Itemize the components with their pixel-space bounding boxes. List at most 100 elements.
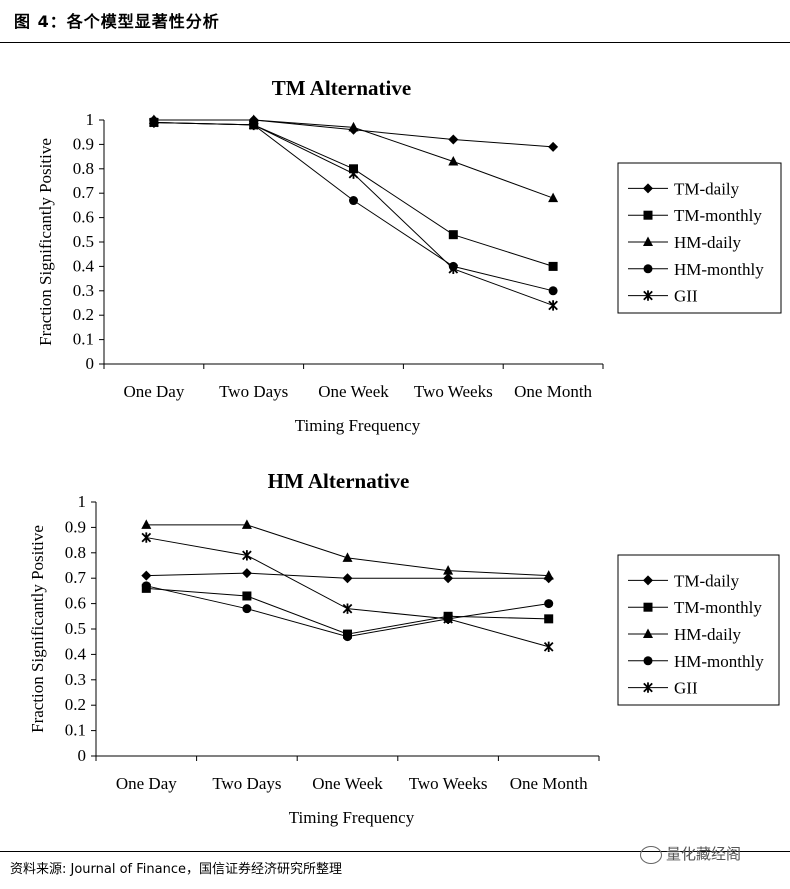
x-tick-label-two-days: Two Days: [212, 774, 281, 793]
data-point-hm-monthly-shape: [544, 599, 554, 609]
legend-label-gii: GII: [674, 287, 698, 306]
data-point-gii-shape: [348, 168, 359, 179]
data-point-hm-monthly: [242, 604, 252, 614]
data-point-gii: [348, 168, 359, 179]
data-point-tm-monthly: [448, 230, 458, 240]
legend-label-tm-daily: TM-daily: [674, 571, 740, 590]
legend-label-tm-daily: TM-daily: [674, 179, 740, 198]
data-point-hm-daily-shape: [241, 519, 252, 529]
legend: TM-daily TM-monthly HM-daily HM-monthly GII: [617, 162, 782, 314]
legend-label-hm-daily: HM-daily: [674, 233, 742, 252]
data-point-hm-monthly: [548, 286, 558, 296]
y-tick-label: 0.3: [73, 281, 94, 300]
tm-alternative-chart: TM Alternative 0 0.1 0.2 0.3 0.4 0.5 0.6 0.7 0.8 0…: [36, 76, 782, 435]
data-point-gii: [141, 532, 152, 543]
data-point-gii-shape: [548, 300, 558, 311]
data-point-gii-shape: [248, 119, 259, 131]
data-point-gii-shape: [543, 641, 554, 652]
data-point-tm-monthly: [242, 591, 252, 601]
data-point-tm-monthly-shape: [242, 591, 252, 601]
data-point-hm-daily-shape: [543, 570, 554, 580]
data-point-hm-monthly: [544, 599, 554, 609]
legend-marker-gii-shape: [643, 290, 653, 301]
data-point-tm-daily: [548, 141, 559, 152]
y-tick-label: 0.5: [73, 232, 94, 251]
data-point-gii-shape: [443, 613, 453, 625]
legend-label-hm-monthly: HM-monthly: [674, 652, 764, 671]
data-point-tm-monthly-shape: [448, 230, 458, 240]
legend-marker-hm-daily: [643, 236, 653, 246]
legend-marker-gii: [643, 682, 653, 693]
data-point-hm-daily: [543, 570, 554, 580]
legend-marker-hm-monthly: [643, 264, 653, 274]
y-tick-label: 0.2: [65, 695, 86, 714]
data-point-hm-monthly: [141, 581, 151, 591]
data-point-tm-monthly: [548, 261, 558, 271]
data-point-gii: [242, 550, 252, 561]
legend-marker-tm-daily-shape: [643, 183, 653, 194]
y-tick-label: 0.4: [65, 644, 87, 663]
data-point-tm-daily-shape: [141, 570, 152, 581]
data-point-hm-daily: [448, 155, 459, 166]
data-point-tm-daily-shape: [443, 573, 454, 584]
data-point-tm-monthly: [544, 614, 554, 624]
data-point-gii: [342, 603, 353, 614]
data-point-hm-monthly-shape: [242, 604, 252, 614]
legend-marker-gii-shape: [643, 682, 653, 693]
data-point-gii-shape: [242, 550, 252, 561]
data-point-hm-daily: [241, 519, 252, 529]
y-tick-label: 0.6: [65, 594, 86, 613]
data-point-tm-daily-shape: [548, 141, 559, 152]
data-point-gii: [443, 613, 453, 625]
legend-marker-hm-monthly: [643, 656, 653, 666]
y-tick-label: 0.3: [65, 670, 86, 689]
data-point-gii-shape: [448, 263, 459, 275]
y-tick-label: 0.7: [73, 183, 95, 202]
x-tick-label-one-month: One Month: [514, 382, 592, 401]
legend-marker-hm-monthly-shape: [643, 656, 653, 666]
data-point-tm-daily: [448, 134, 459, 145]
legend: TM-daily TM-monthly HM-daily HM-monthly GII: [617, 554, 780, 706]
data-point-hm-monthly-shape: [141, 581, 151, 591]
legend-marker-hm-daily-shape: [643, 628, 653, 638]
y-axis-label: Fraction Significantly Positive: [36, 138, 55, 346]
y-tick-label: 0.8: [73, 159, 94, 178]
data-point-hm-daily: [548, 192, 559, 203]
legend-label-hm-monthly: HM-monthly: [674, 260, 764, 279]
y-tick-label: 0.8: [65, 543, 86, 562]
watermark: 量化藏经阁: [640, 843, 741, 864]
data-point-hm-daily: [348, 121, 359, 132]
data-point-gii: [448, 263, 459, 275]
data-point-tm-daily-shape: [241, 568, 252, 579]
wechat-icon: [640, 845, 662, 864]
y-tick-label: 0.1: [65, 721, 86, 740]
data-point-hm-monthly: [349, 196, 358, 206]
data-point-tm-daily: [241, 568, 252, 579]
header-divider: [0, 42, 790, 43]
chart-title: HM Alternative: [268, 469, 410, 493]
source-note: 资料来源: Journal of Finance，国信证券经济研究所整理: [10, 862, 343, 877]
data-point-tm-daily-shape: [342, 573, 353, 584]
x-axis-label: Timing Frequency: [295, 416, 421, 435]
y-tick-label: 0.4: [73, 256, 95, 275]
y-tick-label: 1: [78, 492, 87, 511]
data-point-hm-monthly-shape: [349, 196, 358, 206]
data-point-hm-monthly-shape: [343, 632, 352, 642]
data-point-hm-daily-shape: [443, 565, 454, 575]
x-axis-label: Timing Frequency: [289, 808, 415, 827]
data-point-tm-monthly-shape: [544, 614, 554, 624]
data-point-hm-monthly: [343, 632, 352, 642]
x-tick-label-one-week: One Week: [318, 382, 389, 401]
hm-alternative-chart: HM Alternative 0 0.1 0.2 0.3 0.4 0.5 0.6 0.7 0.8 0…: [28, 469, 780, 827]
legend-marker-hm-monthly-shape: [643, 264, 653, 274]
data-point-tm-monthly-shape: [548, 261, 558, 271]
y-tick-label: 0.9: [73, 134, 94, 153]
legend-marker-tm-monthly: [643, 602, 653, 612]
data-point-hm-daily: [443, 565, 454, 575]
legend-marker-tm-monthly-shape: [643, 602, 653, 612]
y-tick-label: 0: [86, 354, 95, 373]
data-point-hm-daily-shape: [342, 552, 353, 562]
legend-marker-tm-daily: [643, 183, 653, 194]
footer-divider: [0, 851, 790, 852]
legend-label-gii: GII: [674, 679, 698, 698]
